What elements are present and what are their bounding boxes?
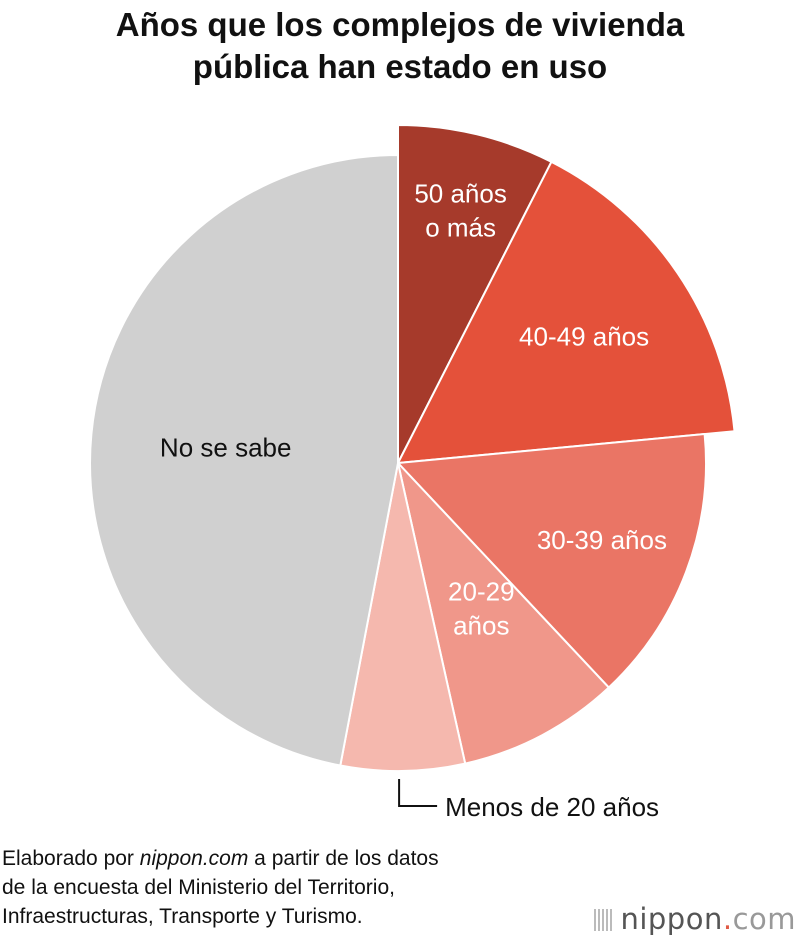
logo-mark-icon (594, 909, 615, 931)
nippon-logo: nippon.com (594, 902, 796, 936)
source-line-2: de la encuesta del Ministerio del Territ… (2, 876, 395, 899)
source-line-1: Elaborado por nippon.com a partir de los… (2, 847, 439, 870)
pie-slice-40-49-anos (397, 160, 736, 464)
slice-label-50-anos-o-mas: 50 años o más (414, 178, 507, 242)
slice-label-30-39-anos: 30-39 años (537, 525, 667, 555)
pie-slice-20-29-anos (397, 462, 610, 765)
slice-label-20-29-anos: 20-29 años (448, 576, 515, 640)
pie-slice-menos-de-20-anos (339, 462, 467, 772)
source-note: Elaborado por nippon.com a partir de los… (2, 844, 439, 931)
pie-slice-no-se-sabe (89, 154, 399, 767)
source-publisher: nippon.com (139, 847, 249, 870)
chart-title: Años que los complejos de vivienda públi… (0, 4, 800, 88)
pie-slice-30-39-anos (397, 433, 707, 689)
source-line-3: Infraestructuras, Transporte y Turismo. (2, 905, 363, 928)
slice-label-menos-de-20-anos: Menos de 20 años (445, 792, 659, 822)
slice-label-no-se-sabe: No se sabe (160, 433, 292, 463)
chart-title-line-1: Años que los complejos de vivienda (115, 6, 685, 43)
callout-leader-line (398, 779, 438, 807)
pie-slice-50-anos-o-mas (397, 124, 553, 464)
chart-title-line-2: pública han estado en uso (192, 48, 608, 85)
slice-label-40-49-anos: 40-49 años (519, 322, 649, 352)
